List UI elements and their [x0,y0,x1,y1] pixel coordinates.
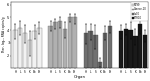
Bar [88,31,93,81]
Bar [27,40,32,81]
Bar [108,26,112,81]
Bar [138,24,142,81]
Bar [84,33,88,81]
Bar [68,17,72,81]
Bar [23,33,27,81]
Legend: NY99, Greece-10, Isr00, STR10: NY99, Greece-10, Isr00, STR10 [131,2,148,21]
Bar [98,62,102,81]
Bar [143,35,147,81]
Bar [63,29,67,81]
Bar [32,31,37,81]
Bar [37,28,42,81]
Bar [128,30,133,81]
Y-axis label: Titer, log₁₀ RNA copies/g: Titer, log₁₀ RNA copies/g [2,17,6,53]
X-axis label: Organ: Organ [74,75,86,79]
Bar [72,17,77,81]
Bar [53,22,58,81]
Bar [103,33,107,81]
Bar [13,30,18,81]
Bar [18,28,22,81]
Bar [48,26,53,81]
Bar [119,31,123,81]
Bar [93,35,98,81]
Bar [58,21,62,81]
Bar [133,36,138,81]
Bar [123,29,128,81]
